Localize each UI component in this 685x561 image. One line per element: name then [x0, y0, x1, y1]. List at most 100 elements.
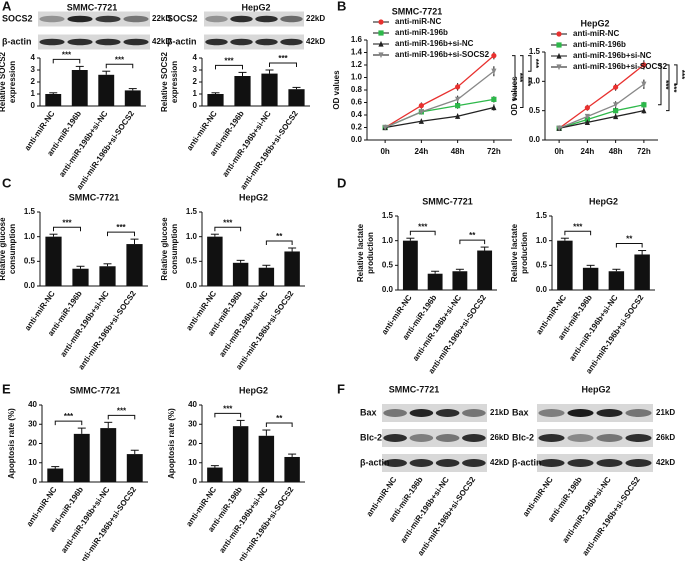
blot-band	[409, 459, 434, 467]
y-tick-label: 0.5	[536, 260, 548, 269]
point	[418, 103, 424, 109]
chart-title: HepG2	[239, 385, 268, 395]
significance-bracket	[564, 230, 592, 236]
x-tick-label: 24h	[580, 147, 594, 156]
y-tick-label: 0	[193, 477, 198, 486]
significance-label: **	[276, 232, 283, 241]
y-tick-label: 3	[193, 65, 198, 74]
significance-bracket	[512, 55, 516, 100]
y-tick-label: 10	[28, 458, 37, 467]
point	[613, 84, 619, 90]
significance-label: **	[626, 235, 633, 244]
blot-band	[538, 459, 565, 467]
blot-band	[435, 434, 460, 442]
significance-bracket	[54, 420, 83, 426]
y-tick-label: 0.4	[351, 110, 363, 119]
blot-band	[538, 434, 565, 442]
blot-band	[596, 409, 623, 417]
blot-background	[537, 404, 653, 422]
blot-band	[409, 409, 434, 417]
y-tick-label: 1.2	[351, 60, 363, 69]
point	[455, 103, 461, 109]
blot-row-label: Blc-2	[360, 432, 382, 442]
blot-band	[625, 409, 652, 417]
bar	[477, 250, 493, 290]
x-tick-label: anti-miR-196b+si-NC	[217, 485, 270, 555]
bar	[207, 236, 223, 286]
blot-band	[383, 434, 407, 442]
blot-row-label: β-actin	[167, 36, 197, 46]
blot-band	[462, 434, 486, 442]
y-tick-label: 1.0	[382, 236, 394, 245]
x-tick-label: 72h	[487, 147, 501, 156]
y-axis-label: Relative glucose	[0, 217, 7, 281]
bar	[232, 262, 249, 286]
bar	[284, 456, 300, 482]
bar	[284, 251, 300, 286]
chart-title: HepG2	[580, 18, 609, 28]
blot-band	[596, 459, 623, 467]
y-axis-label: Relative lactate	[356, 223, 365, 282]
bar	[234, 76, 251, 106]
legend-label: anti-miR-196b+si-SOCS2	[395, 50, 490, 59]
y-tick-label: 1.0	[536, 236, 548, 245]
bar	[288, 89, 305, 106]
y-axis-label: consumption	[8, 224, 17, 274]
significance-label: ***	[515, 73, 524, 83]
point	[382, 124, 388, 131]
y-axis-label: expression	[8, 61, 17, 103]
blot-size: 26kD	[490, 433, 509, 442]
point	[641, 62, 647, 68]
blot-band	[383, 409, 407, 417]
legend-label: anti-miR-196b+si-SOCS2	[573, 62, 668, 71]
blot-band	[230, 38, 253, 46]
significance-label: ***	[62, 218, 72, 227]
y-axis-label: OD values	[332, 70, 341, 110]
y-tick-label: 1.0	[24, 232, 36, 241]
point	[556, 52, 562, 59]
significance-label: **	[469, 231, 476, 240]
significance-bracket	[658, 64, 662, 106]
x-tick-label: anti-miR-196b+si-NC	[220, 109, 273, 179]
bar	[452, 271, 468, 290]
bar	[207, 94, 224, 106]
significance-bracket	[53, 226, 81, 232]
chart-title: HepG2	[239, 192, 268, 202]
bar	[73, 433, 90, 482]
x-tick-label: 72h	[637, 147, 651, 156]
blot-band	[462, 409, 486, 417]
y-tick-label: 1.5	[382, 211, 394, 220]
point	[378, 40, 384, 47]
chart-title: SMMC-7721	[422, 196, 473, 206]
significance-bracket	[409, 230, 436, 236]
legend-label: anti-miR-196b+si-NC	[395, 39, 474, 48]
y-tick-label: 1.0	[351, 73, 363, 82]
y-tick-label: 2	[31, 77, 36, 86]
y-axis-label: production	[520, 232, 529, 274]
y-tick-label: 2	[193, 77, 198, 86]
y-tick-label: 4	[31, 53, 36, 62]
blot-band	[67, 15, 93, 23]
blot-band	[123, 38, 149, 46]
significance-label: ***	[669, 83, 678, 93]
blot-band	[625, 459, 652, 467]
bar	[124, 90, 141, 106]
y-tick-label: 0.5	[382, 260, 394, 269]
bar	[427, 273, 443, 290]
series-line	[385, 106, 495, 129]
legend-label: anti-miR-196b+si-NC	[573, 51, 652, 60]
blot-band	[596, 434, 623, 442]
significance-bracket	[674, 64, 678, 85]
y-axis-label: consumption	[170, 224, 179, 274]
x-tick-label: anti-miR-196b+si-SOCS2	[581, 475, 643, 558]
blot-band	[435, 459, 460, 467]
y-tick-label: 1	[31, 89, 36, 98]
significance-label: ***	[523, 77, 532, 87]
significance-label: ***	[223, 218, 233, 227]
point	[613, 102, 619, 108]
blot-title: HepG2	[241, 2, 270, 12]
bar	[47, 468, 64, 482]
point	[556, 42, 562, 48]
x-tick-label: 48h	[451, 147, 465, 156]
